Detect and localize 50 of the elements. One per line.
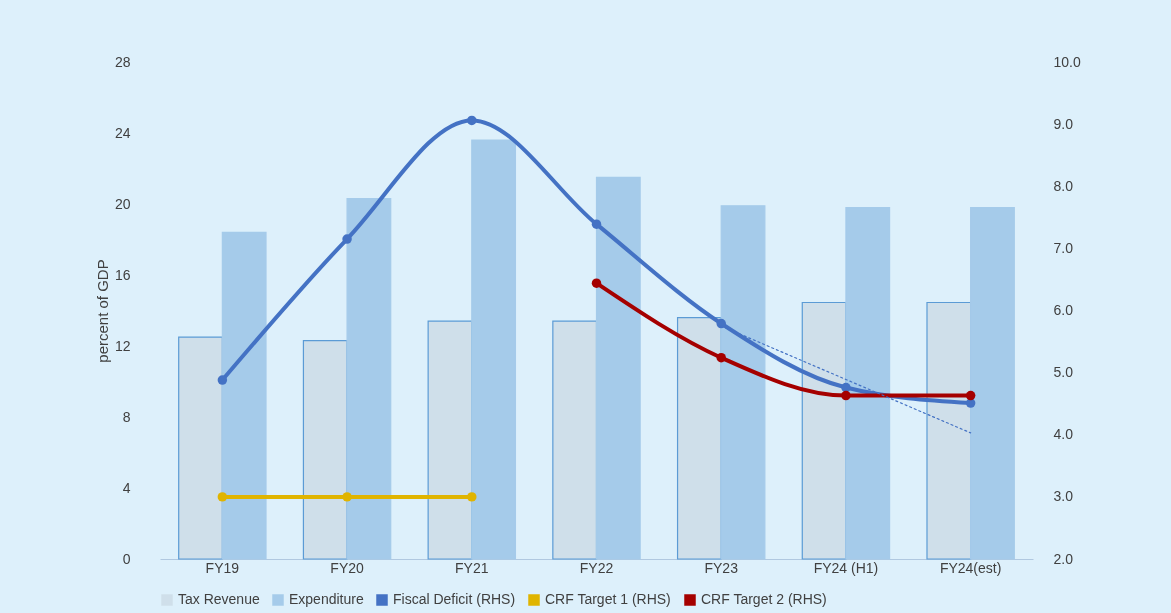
y2-tick-label: 7.0 [1053, 239, 1074, 256]
bar [302, 340, 348, 560]
y-tick-label: 16 [114, 266, 131, 283]
point [841, 382, 851, 393]
point [342, 492, 352, 502]
legend-label: Fiscal Deficit (RHS) [393, 591, 516, 607]
y-tick-label: 4 [122, 479, 131, 496]
point [467, 492, 477, 502]
legend-label: CRF Target 2 (RHS) [701, 591, 827, 607]
y-tick-label: 28 [114, 53, 131, 70]
y2-tick-label: 2.0 [1053, 550, 1074, 567]
point [965, 390, 976, 401]
legend-label: Expenditure [289, 591, 364, 607]
x-tick-label: FY24 (H1) [813, 559, 879, 576]
point [467, 115, 477, 126]
point [716, 318, 726, 329]
bar [178, 336, 223, 560]
bar [801, 301, 847, 560]
point [217, 492, 228, 502]
x-tick-label: FY22 [579, 559, 614, 576]
bar [926, 301, 972, 560]
point [591, 278, 602, 288]
bar [427, 320, 473, 560]
y-axis-title: percent of GDP [93, 259, 111, 363]
x-tick-label: FY20 [330, 559, 365, 576]
y-tick-label: 8 [122, 408, 131, 425]
y-tick-label: 20 [114, 195, 131, 212]
point [841, 390, 851, 401]
bar [676, 317, 722, 560]
y2-tick-label: 8.0 [1053, 177, 1074, 194]
legend-label: Tax Revenue [178, 591, 260, 607]
y-tick-label: 24 [114, 124, 131, 141]
x-tick-label: FY21 [455, 559, 489, 576]
point [716, 352, 726, 363]
x-tick-label: FY24(est) [939, 559, 1002, 576]
y2-tick-label: 4.0 [1053, 426, 1074, 443]
bar [552, 320, 598, 560]
x-tick-label: FY19 [205, 559, 240, 576]
point [342, 234, 352, 244]
x-tick-label: FY23 [704, 559, 739, 576]
y2-tick-label: 10.0 [1053, 53, 1081, 70]
y-tick-label: 0 [122, 550, 131, 567]
point [591, 219, 602, 229]
y-tick-label: 12 [114, 337, 131, 354]
point [217, 375, 228, 385]
y2-tick-label: 9.0 [1053, 115, 1074, 132]
y2-tick-label: 3.0 [1053, 488, 1074, 505]
legend-label: CRF Target 1 (RHS) [545, 591, 671, 607]
y2-tick-label: 6.0 [1053, 302, 1074, 318]
y2-tick-label: 5.0 [1053, 364, 1074, 381]
